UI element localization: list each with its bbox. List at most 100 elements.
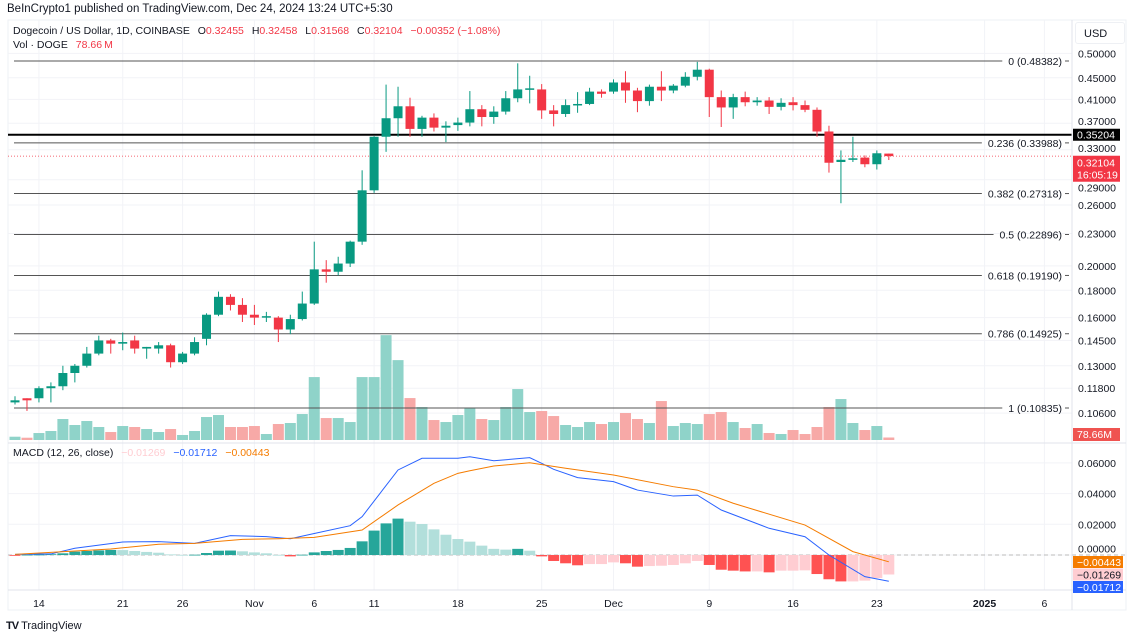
macd-histogram-bar bbox=[703, 555, 715, 565]
volume-bar bbox=[883, 437, 895, 440]
horizontal-line-tag-label: 0.35204 bbox=[1077, 130, 1115, 142]
candle-body bbox=[836, 159, 846, 162]
macd-histogram-bar bbox=[105, 549, 117, 555]
candle-body bbox=[297, 303, 307, 320]
macd-histogram-bar bbox=[260, 553, 272, 555]
price-tick-label: 0.20000 bbox=[1078, 261, 1116, 273]
symbol-name[interactable]: Dogecoin / US Dollar, 1D, COINBASE bbox=[13, 25, 190, 37]
candle-body bbox=[393, 106, 403, 119]
volume-bar bbox=[572, 427, 584, 440]
candle-body bbox=[46, 386, 56, 389]
volume-bar bbox=[69, 425, 81, 440]
low-label: L bbox=[305, 25, 312, 37]
volume-bar bbox=[320, 418, 332, 440]
volume-bar bbox=[332, 418, 344, 440]
volume-bar bbox=[129, 427, 141, 440]
time-tick-label: Dec bbox=[604, 598, 623, 610]
last-price-tag-label: 0.32104 bbox=[1077, 158, 1115, 170]
volume-bar bbox=[631, 419, 643, 440]
volume-legend: Vol · DOGE 78.66 M bbox=[13, 39, 118, 51]
volume-bar bbox=[512, 389, 524, 440]
price-tick-label: 0.10600 bbox=[1078, 408, 1116, 420]
macd-histogram-bar bbox=[153, 552, 165, 555]
candle-body bbox=[561, 105, 571, 114]
volume-bar bbox=[189, 430, 201, 440]
price-tick-label: 0.13000 bbox=[1078, 361, 1116, 373]
macd-histogram-bar bbox=[81, 551, 93, 555]
volume-bar bbox=[847, 423, 859, 440]
candle-body bbox=[237, 304, 247, 315]
macd-histogram-bar bbox=[380, 523, 392, 555]
volume-label[interactable]: Vol · DOGE bbox=[13, 39, 68, 51]
volume-bar bbox=[81, 421, 93, 440]
volume-bar bbox=[93, 427, 105, 440]
macd-histogram-bar bbox=[655, 555, 667, 566]
candle-body bbox=[704, 69, 714, 98]
candle-body bbox=[620, 82, 630, 91]
macd-histogram-bar bbox=[69, 551, 81, 555]
candle-body bbox=[776, 102, 786, 107]
macd-histogram-bar bbox=[691, 555, 703, 561]
candle-body bbox=[285, 319, 295, 330]
price-tick-label: 0.23000 bbox=[1078, 228, 1116, 240]
candles bbox=[10, 61, 894, 411]
volume-bar bbox=[260, 434, 272, 440]
last-price-tag bbox=[1073, 155, 1120, 182]
macd-histogram-bar bbox=[368, 530, 380, 555]
candle-body bbox=[190, 342, 200, 354]
macd-histogram-bar bbox=[129, 551, 141, 555]
signal-tag-label: −0.00443 bbox=[1077, 557, 1121, 569]
volume-bar bbox=[619, 413, 631, 440]
candle-body bbox=[860, 157, 870, 165]
macd-tick-label: 0.00000 bbox=[1078, 544, 1116, 556]
change-value: −0.00352 (−1.08%) bbox=[410, 25, 501, 37]
volume-bar bbox=[691, 424, 703, 440]
footer-brand: TradingView bbox=[21, 620, 82, 632]
candle-body bbox=[740, 97, 750, 103]
candle-body bbox=[585, 91, 595, 104]
candle-body bbox=[94, 340, 104, 354]
fib-level-label: 0.618 (0.19190) bbox=[988, 270, 1062, 282]
signal-line bbox=[14, 462, 889, 563]
candle-body bbox=[489, 111, 499, 118]
volume-bar bbox=[488, 420, 500, 440]
macd-histogram-bar bbox=[775, 555, 787, 571]
macd-histogram-bar bbox=[679, 555, 691, 564]
volume-value: 78.66 M bbox=[75, 39, 113, 51]
macd-histogram-bar bbox=[572, 555, 584, 566]
currency-button[interactable]: USD bbox=[1075, 22, 1125, 44]
macd-histogram-bar bbox=[596, 555, 608, 565]
axes: 14 21 26 Nov 6 11 18 25 Dec 9 16 23 2025 6 0.50000 0.45… bbox=[8, 20, 1126, 610]
volume-bar bbox=[643, 423, 655, 440]
high-value: 0.32458 bbox=[259, 25, 298, 37]
candle-body bbox=[656, 86, 666, 91]
volume-bar bbox=[248, 426, 260, 440]
candle-body bbox=[333, 263, 343, 272]
candle-body bbox=[453, 122, 463, 126]
macd-line-value: −0.01712 bbox=[173, 447, 218, 459]
candle-body bbox=[501, 98, 511, 112]
volume-bar bbox=[703, 414, 715, 440]
candle-body bbox=[632, 90, 642, 102]
volume-bar bbox=[392, 360, 404, 440]
time-tick-label: 16 bbox=[787, 598, 799, 610]
close-label: C bbox=[357, 25, 365, 37]
macd-histogram-bar bbox=[715, 555, 727, 570]
volume-bar bbox=[428, 420, 440, 440]
macd-histogram-bar bbox=[500, 549, 512, 555]
candle-body bbox=[202, 314, 212, 339]
volume-bar bbox=[201, 417, 213, 440]
price-tick-label: 0.11800 bbox=[1078, 383, 1115, 395]
volume-bar bbox=[476, 419, 488, 440]
macd-label[interactable]: MACD (12, 26, close) bbox=[13, 447, 114, 459]
volume-bar bbox=[715, 412, 727, 440]
macd-histogram-bar bbox=[787, 555, 799, 571]
fib-level-label: 0.382 (0.27318) bbox=[988, 189, 1062, 201]
macd-histogram-bar bbox=[392, 518, 404, 555]
candle-body bbox=[70, 365, 80, 374]
macd-histogram-bar bbox=[404, 521, 416, 555]
macd-histogram-bar bbox=[296, 554, 308, 556]
macd-tag bbox=[1073, 581, 1123, 593]
macd-histogram-bar bbox=[476, 545, 488, 555]
